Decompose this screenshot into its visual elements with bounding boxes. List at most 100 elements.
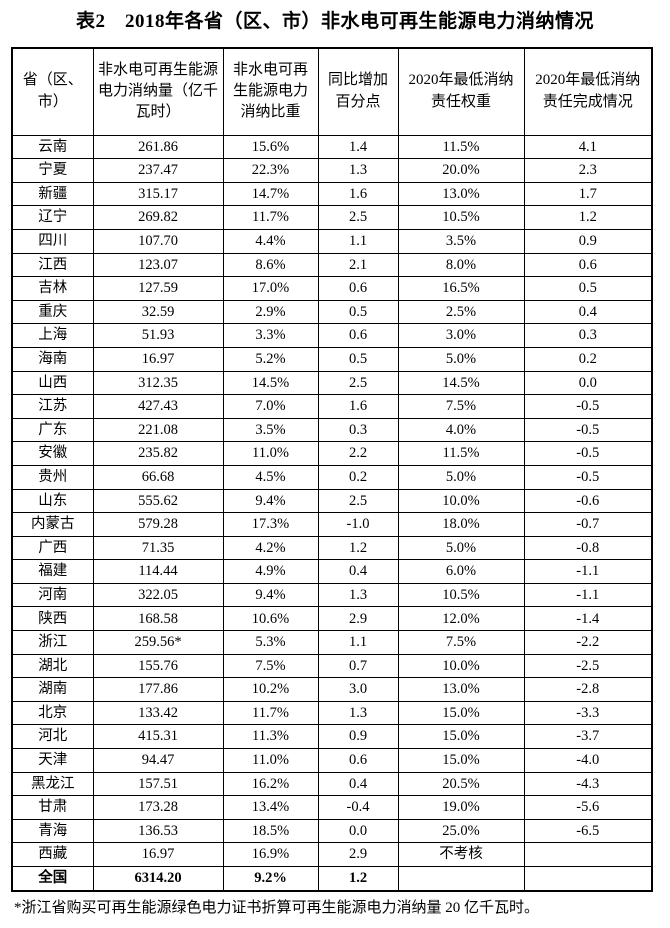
table-cell: 25.0%	[397, 818, 525, 844]
table-row: 黑龙江 157.51 16.2% 0.4 20.5% -4.3	[11, 771, 653, 797]
header-yoy-change: 同比增加百分点	[317, 47, 399, 136]
table-cell: 云南	[11, 134, 94, 160]
table-cell: 0.7	[317, 653, 399, 679]
table-row: 西藏 16.97 16.9% 2.9 不考核	[11, 842, 653, 867]
table-cell: 237.47	[92, 158, 224, 183]
table-cell: 宁夏	[11, 158, 94, 183]
table-cell: 4.4%	[222, 228, 319, 254]
table-cell: 7.5%	[397, 630, 525, 655]
table-cell: 5.0%	[397, 464, 525, 490]
table-row: 宁夏 237.47 22.3% 1.3 20.0% 2.3	[11, 158, 653, 183]
table-cell: 2.9	[317, 606, 399, 632]
table-cell: 10.0%	[397, 653, 525, 679]
table-cell: 10.5%	[397, 205, 525, 230]
table-cell: 415.31	[92, 724, 224, 750]
table-cell: 4.9%	[222, 559, 319, 584]
table-cell: 0.3	[523, 323, 653, 348]
table-cell: 0.2	[317, 464, 399, 490]
table-cell: 8.0%	[397, 252, 525, 278]
table-cell: 10.6%	[222, 606, 319, 632]
table-cell: 107.70	[92, 228, 224, 254]
table-cell: 0.6	[317, 323, 399, 348]
table-cell: 0.0	[523, 370, 653, 396]
table-cell: 6314.20	[92, 865, 224, 892]
table-cell: -4.3	[523, 771, 653, 797]
table-cell: 辽宁	[11, 205, 94, 230]
table-cell: 9.2%	[222, 865, 319, 892]
table-cell: -0.6	[523, 488, 653, 514]
table-cell: 11.3%	[222, 724, 319, 750]
table-cell: 18.0%	[397, 512, 525, 537]
table-row: 四川 107.70 4.4% 1.1 3.5% 0.9	[11, 228, 653, 254]
table-cell: -6.5	[523, 818, 653, 844]
table-cell: 17.0%	[222, 276, 319, 301]
table-cell: 5.0%	[397, 535, 525, 561]
table-cell: 2.2	[317, 441, 399, 466]
table-cell: -3.3	[523, 700, 653, 726]
table-cell: 123.07	[92, 252, 224, 278]
table-cell: 浙江	[11, 630, 94, 655]
table-row: 安徽 235.82 11.0% 2.2 11.5% -0.5	[11, 441, 653, 466]
table-cell: 15.0%	[397, 748, 525, 773]
table-cell: 71.35	[92, 535, 224, 561]
header-province: 省（区、市）	[11, 47, 94, 136]
table-row: 山东 555.62 9.4% 2.5 10.0% -0.6	[11, 488, 653, 514]
table-cell: 11.7%	[222, 700, 319, 726]
table-cell: 0.2	[523, 346, 653, 372]
table-row: 重庆 32.59 2.9% 0.5 2.5% 0.4	[11, 299, 653, 325]
table-row: 浙江 259.56* 5.3% 1.1 7.5% -2.2	[11, 630, 653, 655]
table-row: 甘肃 173.28 13.4% -0.4 19.0% -5.6	[11, 795, 653, 820]
table-cell: -0.8	[523, 535, 653, 561]
table-cell: 1.1	[317, 630, 399, 655]
table-cell: 17.3%	[222, 512, 319, 537]
table-cell: 13.0%	[397, 677, 525, 702]
table-cell: 3.0%	[397, 323, 525, 348]
table-cell: -0.7	[523, 512, 653, 537]
table-cell: 9.4%	[222, 488, 319, 514]
table-header: 省（区、市） 非水电可再生能源电力消纳量（亿千瓦时） 非水电可再生能源电力消纳比…	[11, 47, 653, 136]
table-cell: 0.9	[523, 228, 653, 254]
table-cell: 贵州	[11, 464, 94, 490]
table-cell: -1.1	[523, 559, 653, 584]
table-cell: 14.5%	[397, 370, 525, 396]
table-cell: 内蒙古	[11, 512, 94, 537]
table-cell: 22.3%	[222, 158, 319, 183]
table-cell	[397, 865, 525, 892]
total-row: 全国 6314.20 9.2% 1.2	[11, 865, 653, 892]
table-cell: 114.44	[92, 559, 224, 584]
table-body: 云南 261.86 15.6% 1.4 11.5% 4.1 宁夏 237.47 22.3% 1.3…	[11, 134, 653, 892]
table-cell: 269.82	[92, 205, 224, 230]
table-cell: 5.0%	[397, 346, 525, 372]
table-cell: 天津	[11, 748, 94, 773]
table-row: 湖南 177.86 10.2% 3.0 13.0% -2.8	[11, 677, 653, 702]
table-cell: 青海	[11, 818, 94, 844]
table-cell: 5.3%	[222, 630, 319, 655]
table-row: 北京 133.42 11.7% 1.3 15.0% -3.3	[11, 700, 653, 726]
table-cell: 168.58	[92, 606, 224, 632]
header-consumption-volume: 非水电可再生能源电力消纳量（亿千瓦时）	[92, 47, 224, 136]
table-cell: 32.59	[92, 299, 224, 325]
table-cell: -2.2	[523, 630, 653, 655]
table-cell: 2.5	[317, 205, 399, 230]
table-cell: 16.5%	[397, 276, 525, 301]
table-cell: -4.0	[523, 748, 653, 773]
table-cell: 4.1	[523, 134, 653, 160]
table-cell: 133.42	[92, 700, 224, 726]
table-cell: 0.5	[317, 346, 399, 372]
table-cell: 235.82	[92, 441, 224, 466]
table-cell: 7.5%	[222, 653, 319, 679]
table-cell: 山西	[11, 370, 94, 396]
table-cell: 5.2%	[222, 346, 319, 372]
table-cell: 1.6	[317, 394, 399, 419]
table-cell: 黑龙江	[11, 771, 94, 797]
table-cell: 0.3	[317, 417, 399, 443]
table-row: 云南 261.86 15.6% 1.4 11.5% 4.1	[11, 134, 653, 160]
table-cell: 0.4	[317, 771, 399, 797]
table-cell: 0.6	[523, 252, 653, 278]
table-cell: 10.5%	[397, 582, 525, 608]
table-row: 贵州 66.68 4.5% 0.2 5.0% -0.5	[11, 464, 653, 490]
table-cell: 15.6%	[222, 134, 319, 160]
footnote: *浙江省购买可再生能源绿色电力证书折算可再生能源电力消纳量 20 亿千瓦时。	[14, 899, 540, 916]
table-cell: 555.62	[92, 488, 224, 514]
